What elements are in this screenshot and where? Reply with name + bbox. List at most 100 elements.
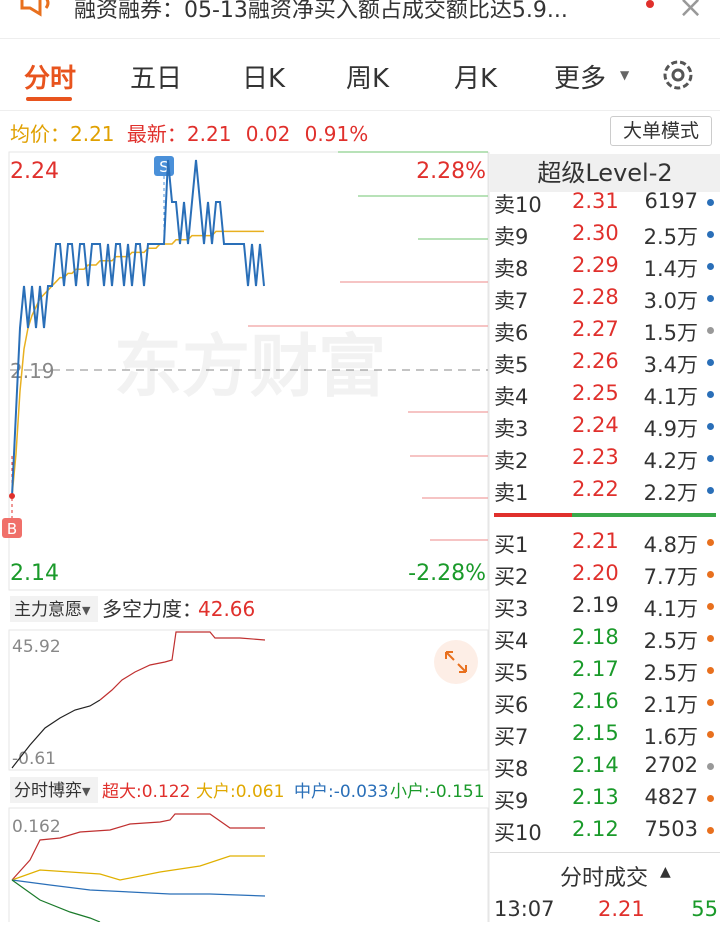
big-order-button[interactable]: 大单模式: [610, 116, 712, 146]
price-top: 2.24: [10, 159, 59, 184]
selector-box[interactable]: [10, 596, 98, 622]
latest-label: 最新：: [126, 122, 187, 146]
tab-indicator: [26, 97, 72, 101]
price-line: [11, 159, 265, 497]
level-volume: 2.5万: [643, 225, 698, 249]
avg-price: 2.21: [70, 122, 115, 146]
trade-time: 13:07: [494, 897, 555, 921]
avg-label: 均价：: [10, 122, 70, 146]
level-label: 买1: [494, 533, 529, 557]
level-dot: [707, 731, 714, 738]
selector-box[interactable]: [10, 777, 98, 803]
buy-bar: [572, 513, 716, 517]
indicator2-line: [11, 879, 266, 897]
level-dot: [707, 487, 714, 494]
level-volume: 7503: [644, 817, 698, 841]
watermark: 东方财富: [114, 328, 386, 407]
level-label: 卖9: [494, 225, 529, 249]
level-volume: 2702: [644, 753, 698, 777]
level-label: 卖6: [494, 321, 529, 345]
level-label: 卖4: [494, 385, 529, 409]
level-volume: 1.5万: [643, 321, 698, 345]
tab[interactable]: 更多: [554, 64, 607, 94]
level-dot: [707, 359, 714, 366]
order-row: 买2 2.20 7.7万: [494, 558, 720, 590]
order-row: 买3 2.19 4.1万: [494, 590, 720, 622]
pct-bottom: -2.28%: [408, 561, 486, 586]
level-price: 2.14: [572, 753, 619, 777]
order-row: 卖8 2.29 1.4万: [494, 250, 720, 282]
expand-button[interactable]: [434, 640, 478, 684]
level2-title: 超级Level-2: [490, 154, 720, 192]
level-dot: [707, 763, 714, 770]
order-row: 买4 2.18 2.5万: [494, 622, 720, 654]
indicator1-line: [11, 699, 101, 769]
order-row: 卖6 2.27 1.5万: [494, 314, 720, 346]
indicator2-line: [11, 879, 101, 922]
close-button[interactable]: ×: [678, 0, 704, 25]
speaker-icon: [20, 0, 50, 17]
legend-item: 小户:-0.151: [390, 782, 485, 802]
indicator2-legend: 超大:0.122 大户:0.061 中户:-0.033 小户:-0.151: [102, 782, 485, 802]
low-dot: [9, 493, 15, 499]
tab[interactable]: 月K: [454, 64, 498, 94]
settings-icon[interactable]: [660, 57, 696, 93]
indicator1-value: 42.66: [198, 597, 255, 621]
level-volume: 4.8万: [643, 533, 698, 557]
level-label: 卖10: [494, 193, 542, 217]
level-label: 买3: [494, 597, 529, 621]
sell-bar: [494, 513, 572, 517]
price-bottom: 2.14: [10, 561, 59, 586]
collapse-arrow: ▲: [660, 864, 671, 880]
order-row: 卖4 2.25 4.1万: [494, 378, 720, 410]
level-dot: [707, 263, 714, 270]
trade-row: 13:07 2.21 55: [494, 894, 720, 926]
level-price: 2.18: [572, 625, 619, 649]
order-row: 卖10 2.31 6197: [494, 186, 720, 218]
tab[interactable]: 日K: [242, 64, 286, 94]
level-price: 2.28: [572, 285, 619, 309]
level-label: 买9: [494, 789, 529, 813]
indicator1-selector[interactable]: 主力意愿: [14, 600, 82, 620]
level-dot: [707, 827, 714, 834]
level-label: 卖5: [494, 353, 529, 377]
level-dot: [707, 571, 714, 578]
level-dot: [707, 199, 714, 206]
tab[interactable]: 周K: [346, 64, 390, 94]
level-volume: 3.0万: [643, 289, 698, 313]
divider: [0, 38, 720, 39]
level-volume: 2.2万: [643, 481, 698, 505]
level-label: 卖7: [494, 289, 529, 313]
level-price: 2.19: [572, 593, 619, 617]
level-label: 买7: [494, 725, 529, 749]
indicator2-selector[interactable]: 分时博弈: [14, 781, 82, 801]
expand-icon: [445, 651, 467, 673]
level-dot: [707, 795, 714, 802]
order-row: 买10 2.12 7503: [494, 814, 720, 846]
legend-item: 大户:0.061: [196, 782, 284, 802]
level-dot: [707, 423, 714, 430]
chart-frame: [8, 151, 489, 591]
level-price: 2.30: [572, 221, 619, 245]
level-dot: [707, 327, 714, 334]
level-volume: 4.1万: [643, 385, 698, 409]
change-pct: 0.91%: [304, 122, 369, 146]
level-label: 买5: [494, 661, 529, 685]
indicator2-line: [11, 855, 265, 881]
latest-price: 2.21: [186, 122, 232, 146]
level-dot: [707, 699, 714, 706]
indicator1-top: 45.92: [12, 637, 61, 657]
level-price: 2.16: [572, 689, 619, 713]
order-row: 卖3 2.24 4.9万: [494, 410, 720, 442]
dropdown-arrow: ▼: [82, 785, 91, 798]
dropdown-arrow: ▼: [82, 604, 91, 617]
tab[interactable]: 五日: [130, 64, 183, 94]
order-row: 买6 2.16 2.1万: [494, 686, 720, 718]
level-price: 2.31: [572, 189, 619, 213]
order-row: 买5 2.17 2.5万: [494, 654, 720, 686]
trades-title[interactable]: 分时成交: [560, 866, 649, 891]
news-ticker[interactable]: 融资融券：05-13融资净买入额占成交额比达5.9...: [74, 0, 568, 23]
tab[interactable]: 分时: [24, 64, 77, 94]
indicator2-line: [11, 813, 265, 881]
indicator1-label: 多空力度：: [102, 597, 202, 621]
